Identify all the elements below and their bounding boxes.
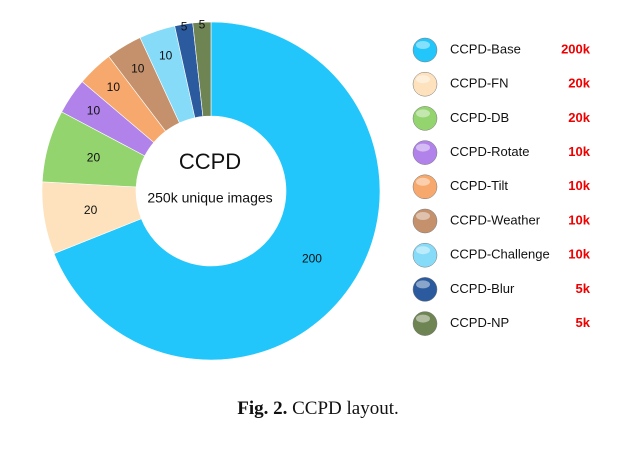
caption: Fig. 2. CCPD layout.: [237, 398, 399, 419]
donut-slice: [53, 21, 381, 361]
slice-label: 20: [84, 203, 98, 217]
slice-label: 5: [181, 19, 188, 33]
legend-value: 10k: [568, 212, 590, 227]
slice-label: 200: [302, 252, 322, 266]
legend-swatch: [412, 208, 438, 234]
legend-label: CCPD-Weather: [450, 212, 541, 227]
legend-swatch: [412, 174, 438, 200]
legend-gloss: [416, 75, 430, 84]
slice-label: 10: [107, 80, 121, 94]
center-title: CCPD: [179, 149, 241, 174]
legend-swatch: [412, 311, 438, 336]
legend-label: CCPD-NP: [450, 315, 509, 330]
legend-gloss: [416, 314, 430, 323]
legend-value: 10k: [568, 247, 590, 262]
legend-gloss: [416, 212, 430, 220]
slice-label: 10: [87, 103, 101, 117]
legend-label: CCPD-DB: [450, 110, 509, 125]
legend-gloss: [416, 41, 430, 49]
slice-label: 20: [87, 151, 101, 165]
caption-label: Fig. 2.: [237, 398, 287, 419]
legend-swatch: [412, 37, 438, 63]
legend-label: CCPD-Challenge: [450, 247, 550, 262]
slice-label: 5: [199, 17, 206, 31]
caption-text: CCPD layout.: [292, 398, 399, 419]
legend-swatch: [412, 71, 438, 97]
legend-gloss: [416, 177, 430, 186]
legend-label: CCPD-Blur: [450, 281, 515, 296]
legend-value: 5k: [576, 281, 591, 296]
legend-swatch: [412, 106, 438, 131]
legend-gloss: [416, 143, 430, 152]
legend-gloss: [416, 246, 430, 255]
legend-value: 5k: [576, 315, 591, 330]
donut-slice: [192, 21, 212, 117]
legend-value: 20k: [568, 76, 590, 91]
legend-value: 10k: [568, 178, 590, 193]
legend-label: CCPD-Rotate: [450, 144, 529, 159]
legend-swatch: [412, 140, 438, 165]
slice-label: 10: [159, 49, 173, 63]
legend-swatch: [412, 242, 438, 268]
legend-value: 200k: [561, 41, 591, 56]
legend-value: 20k: [568, 110, 590, 125]
center-subtitle: 250k unique images: [147, 190, 272, 206]
legend-gloss: [416, 280, 430, 289]
slice-label: 10: [131, 61, 145, 75]
legend-swatch: [412, 277, 438, 302]
legend-label: CCPD-FN: [450, 76, 509, 91]
legend-label: CCPD-Tilt: [450, 178, 508, 193]
legend-value: 10k: [568, 144, 590, 159]
legend-gloss: [416, 109, 430, 118]
legend-label: CCPD-Base: [450, 41, 521, 56]
